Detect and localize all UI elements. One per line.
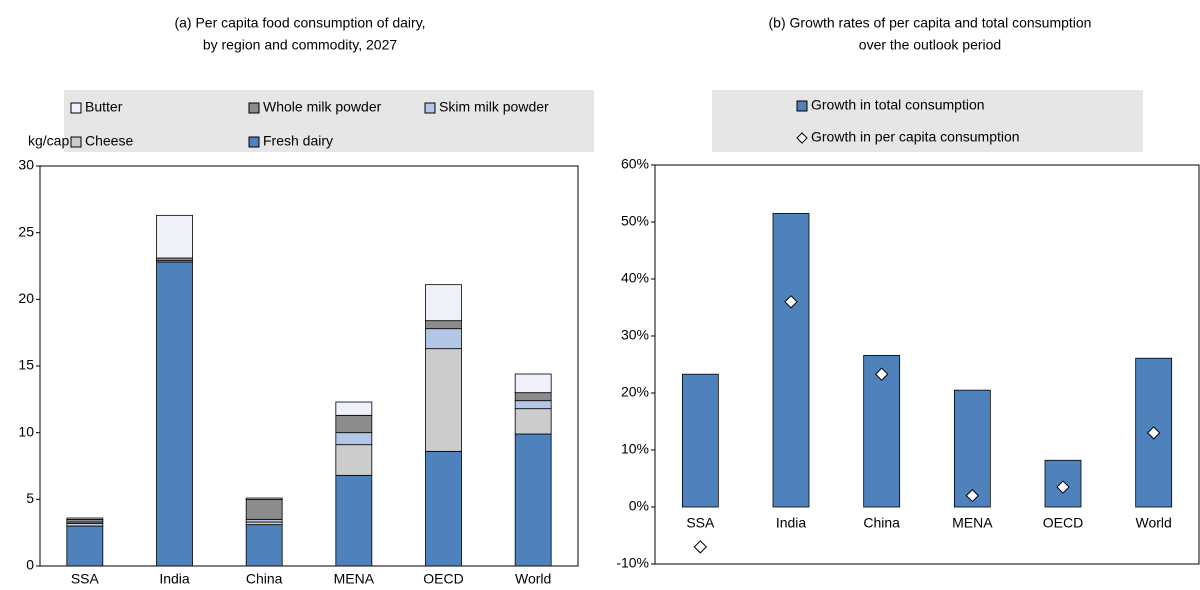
legend-label: Fresh dairy	[263, 133, 333, 149]
y-tick-label: 20	[18, 290, 34, 306]
y-tick-label: 10	[18, 423, 34, 439]
bar-segment	[425, 348, 462, 452]
marker	[784, 295, 798, 309]
marker	[1056, 480, 1070, 494]
legend-swatch	[424, 102, 436, 114]
x-tick-label: OECD	[1043, 515, 1083, 531]
bar-segment	[425, 320, 462, 330]
y-axis-label: kg/cap	[28, 133, 69, 149]
marker	[693, 540, 708, 554]
y-tick-label: 0	[26, 557, 34, 573]
bar	[681, 373, 719, 508]
legend-label: Cheese	[85, 133, 133, 149]
legend-label: Growth in per capita consumption	[811, 129, 1020, 145]
x-tick-label: SSA	[71, 571, 100, 587]
x-tick-label: China	[246, 571, 283, 587]
y-tick-label: 0%	[629, 498, 649, 514]
legend-swatch	[248, 136, 260, 148]
bar	[953, 389, 991, 508]
marker	[874, 367, 889, 381]
bar-segment	[335, 474, 373, 567]
bar-segment	[245, 497, 283, 500]
legend-label: Whole milk powder	[263, 99, 382, 115]
bar-segment	[514, 392, 552, 402]
bar-segment	[156, 257, 193, 262]
y-tick-label: -10%	[616, 555, 649, 571]
y-tick-label: 15	[18, 357, 34, 373]
bar-segment	[335, 401, 373, 416]
x-tick-label: SSA	[686, 515, 715, 531]
bar-segment	[514, 373, 552, 394]
y-tick-label: 25	[18, 223, 34, 239]
bar-segment	[514, 433, 552, 567]
chart-title: (a) Per capita food consumption of dairy…	[174, 15, 425, 31]
legend-swatch	[70, 102, 82, 114]
x-tick-label: China	[863, 515, 900, 531]
bar-segment	[425, 284, 462, 322]
bar	[772, 213, 810, 508]
y-tick-label: 50%	[621, 213, 649, 229]
y-tick-label: 20%	[621, 384, 649, 400]
bar-segment	[245, 498, 283, 520]
bar-segment	[245, 521, 283, 526]
legend-swatch	[796, 100, 808, 112]
bar-segment	[66, 525, 104, 567]
bar-segment	[245, 524, 283, 567]
chart-subtitle: over the outlook period	[859, 37, 1001, 53]
legend-label: Butter	[85, 99, 123, 115]
bar-segment	[156, 214, 193, 259]
plot-area	[654, 164, 1200, 565]
legend-swatch	[70, 136, 82, 148]
x-tick-label: OECD	[423, 571, 463, 587]
y-tick-label: 30%	[621, 327, 649, 343]
legend-box	[712, 90, 1143, 152]
chart-subtitle: by region and commodity, 2027	[203, 37, 398, 53]
y-tick-label: 30	[18, 157, 34, 173]
x-tick-label: World	[515, 571, 551, 587]
legend-box	[64, 90, 594, 152]
bar-segment	[514, 400, 552, 410]
x-tick-label: MENA	[334, 571, 375, 587]
bar-segment	[425, 328, 462, 350]
y-tick-label: 10%	[621, 441, 649, 457]
marker	[1146, 426, 1161, 440]
x-tick-label: India	[159, 571, 190, 587]
x-tick-label: MENA	[952, 515, 993, 531]
bar-segment	[335, 414, 373, 434]
marker	[965, 488, 980, 503]
legend-marker	[796, 132, 808, 144]
bar-segment	[514, 408, 552, 435]
legend-label: Growth in total consumption	[811, 97, 985, 113]
bar-segment	[335, 432, 373, 446]
x-tick-label: India	[776, 515, 807, 531]
bar-segment	[425, 450, 462, 567]
legend-label: Skim milk powder	[439, 99, 549, 115]
chart-title: (b) Growth rates of per capita and total…	[769, 15, 1092, 31]
bar-segment	[66, 517, 104, 520]
plot-area	[39, 165, 579, 567]
bar-segment	[335, 444, 373, 476]
bar-segment	[156, 261, 193, 567]
legend-swatch	[248, 102, 260, 114]
y-tick-label: 40%	[621, 270, 649, 286]
x-tick-label: World	[1136, 515, 1172, 531]
y-tick-label: 5	[26, 490, 34, 506]
y-tick-label: 60%	[621, 156, 649, 172]
